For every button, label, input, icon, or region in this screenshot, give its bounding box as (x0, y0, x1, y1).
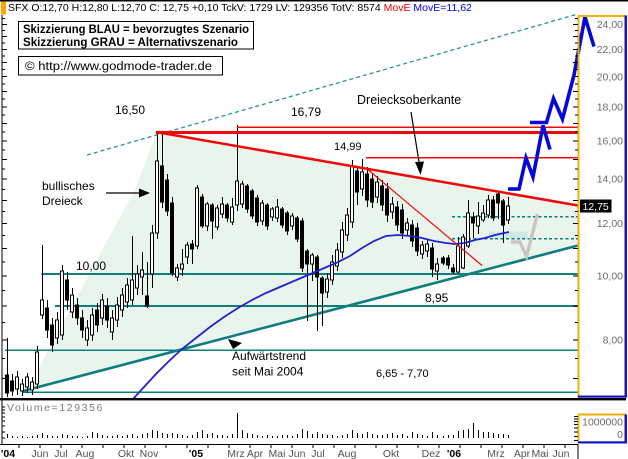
svg-text:24,00: 24,00 (597, 19, 623, 31)
svg-text:1000000: 1000000 (582, 417, 623, 429)
svg-text:Jun: Jun (289, 448, 306, 459)
svg-text:14,99: 14,99 (334, 141, 362, 153)
svg-text:SFX O:12,70 H:12,80 L:12,70 C:: SFX O:12,70 H:12,80 L:12,70 C: 12,75 +0,… (8, 2, 472, 14)
svg-text:14,00: 14,00 (597, 174, 623, 186)
svg-text:'05: '05 (189, 448, 203, 459)
svg-text:22,00: 22,00 (597, 44, 623, 56)
svg-text:12,75: 12,75 (583, 201, 609, 213)
svg-text:Mai: Mai (269, 448, 286, 459)
svg-text:Apr: Apr (514, 448, 531, 459)
svg-text:Okt: Okt (383, 448, 399, 459)
svg-text:16,50: 16,50 (115, 103, 145, 117)
svg-text:Mrz: Mrz (227, 448, 245, 459)
svg-text:Dez: Dez (422, 448, 441, 459)
svg-text:Volume=129356: Volume=129356 (7, 402, 104, 414)
svg-text:Nov: Nov (140, 448, 159, 459)
svg-text:Skizzierung BLAU = bevorzugtes: Skizzierung BLAU = bevorzugtes Szenario (23, 24, 249, 36)
svg-text:8,95: 8,95 (425, 291, 449, 305)
svg-text:Dreiecksoberkante: Dreiecksoberkante (357, 93, 461, 107)
svg-text:8,00: 8,00 (603, 335, 624, 347)
svg-text:'04: '04 (1, 448, 15, 459)
svg-text:Okt: Okt (118, 448, 134, 459)
svg-text:'06: '06 (447, 448, 461, 459)
svg-text:0: 0 (617, 429, 623, 441)
svg-text:Aufwärtstrend: Aufwärtstrend (232, 349, 306, 363)
svg-text:Aug: Aug (338, 448, 357, 459)
svg-text:Jun: Jun (32, 448, 49, 459)
svg-text:16,00: 16,00 (597, 135, 623, 147)
svg-text:16,79: 16,79 (291, 105, 321, 119)
svg-text:6,65 - 7,70: 6,65 - 7,70 (376, 368, 429, 380)
svg-text:Aug: Aug (76, 448, 95, 459)
svg-text:Apr: Apr (247, 448, 264, 459)
svg-text:10,00: 10,00 (597, 270, 623, 282)
svg-text:Jul: Jul (54, 448, 67, 459)
svg-text:bullisches: bullisches (42, 179, 95, 193)
svg-text:20,00: 20,00 (597, 71, 623, 83)
svg-text:Dreieck: Dreieck (42, 194, 84, 208)
svg-text:Jun: Jun (553, 448, 570, 459)
svg-text:Skizzierung GRAU = Alternativs: Skizzierung GRAU = Alternativszenario (23, 37, 238, 49)
svg-text:10,00: 10,00 (76, 259, 106, 273)
svg-text:© http://www.godmode-trader.de: © http://www.godmode-trader.de (25, 61, 212, 73)
svg-text:Jul: Jul (311, 448, 324, 459)
svg-text:Mrz: Mrz (487, 448, 505, 459)
svg-text:18,00: 18,00 (597, 102, 623, 114)
svg-text:12,00: 12,00 (597, 218, 623, 230)
svg-text:seit Mai 2004: seit Mai 2004 (232, 365, 304, 379)
svg-text:Mai: Mai (532, 448, 549, 459)
